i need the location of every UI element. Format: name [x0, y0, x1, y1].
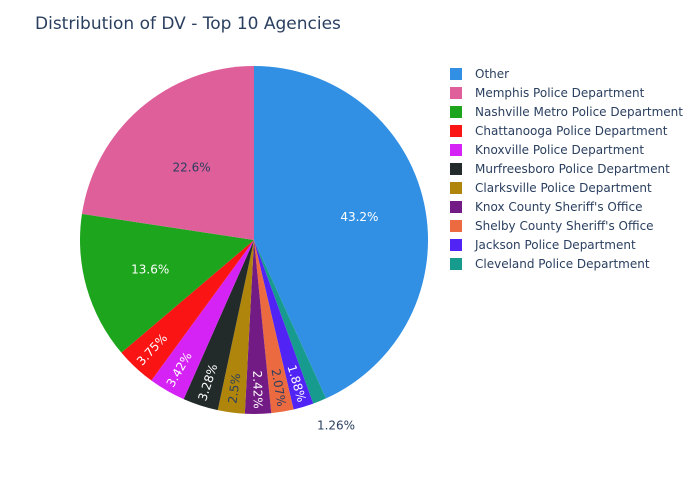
pie-slice-nashville-metro-police-department[interactable] [80, 213, 254, 353]
legend-swatch [450, 144, 462, 156]
pie-slice-clarksville-police-department[interactable] [217, 240, 254, 414]
legend-swatch [450, 201, 462, 213]
legend-label: Murfreesboro Police Department [475, 162, 670, 176]
legend-item-cleveland-police-department[interactable]: Cleveland Police Department [450, 257, 650, 271]
legend-item-memphis-police-department[interactable]: Memphis Police Department [450, 86, 645, 100]
legend-swatch [450, 106, 462, 118]
legend-item-knoxville-police-department[interactable]: Knoxville Police Department [450, 143, 644, 157]
legend-item-shelby-county-sheriff-s-office[interactable]: Shelby County Sheriff's Office [450, 219, 654, 233]
slice-label-other: 43.2% [340, 210, 378, 224]
legend-label: Nashville Metro Police Department [475, 105, 683, 119]
legend-item-clarksville-police-department[interactable]: Clarksville Police Department [450, 181, 652, 195]
pie-slice-other[interactable] [254, 66, 429, 399]
legend-swatch [450, 125, 462, 137]
legend-label: Cleveland Police Department [475, 257, 650, 271]
legend-label: Clarksville Police Department [475, 181, 652, 195]
legend: Other Memphis Police Department Nashville … [450, 67, 683, 271]
slice-label-shelby-county-sheriff-s-office: 2.07% [268, 368, 288, 408]
legend-swatch [450, 68, 462, 80]
pie-slice-cleveland-police-department[interactable] [254, 240, 327, 404]
slice-label-clarksville-police-department: 2.5% [225, 372, 243, 404]
pie-slice-murfreesboro-police-department[interactable] [183, 240, 254, 411]
pie-slice-shelby-county-sheriff-s-office[interactable] [254, 240, 294, 414]
legend-item-other[interactable]: Other [450, 67, 509, 81]
slice-label-cleveland-police-department: 1.26% [317, 419, 355, 433]
pie-slice-jackson-police-department[interactable] [254, 240, 314, 410]
legend-item-knox-county-sheriff-s-office[interactable]: Knox County Sheriff's Office [450, 200, 642, 214]
legend-swatch [450, 163, 462, 175]
legend-item-jackson-police-department[interactable]: Jackson Police Department [450, 238, 636, 252]
legend-swatch [450, 87, 462, 99]
legend-label: Jackson Police Department [474, 238, 636, 252]
pie-slice-knoxville-police-department[interactable] [151, 240, 254, 400]
legend-swatch [450, 220, 462, 232]
legend-swatch [450, 258, 462, 270]
legend-label: Knox County Sheriff's Office [475, 200, 642, 214]
legend-item-chattanooga-police-department[interactable]: Chattanooga Police Department [450, 124, 668, 138]
legend-swatch [450, 239, 462, 251]
legend-label: Other [475, 67, 509, 81]
legend-label: Shelby County Sheriff's Office [475, 219, 654, 233]
legend-label: Chattanooga Police Department [475, 124, 668, 138]
legend-swatch [450, 182, 462, 194]
chart-title: Distribution of DV - Top 10 Agencies [35, 14, 341, 34]
legend-item-nashville-metro-police-department[interactable]: Nashville Metro Police Department [450, 105, 683, 119]
legend-label: Memphis Police Department [475, 86, 645, 100]
slice-label-memphis-police-department: 22.6% [173, 160, 211, 174]
slice-label-nashville-metro-police-department: 13.6% [131, 263, 169, 277]
pie-slice-chattanooga-police-department[interactable] [121, 240, 254, 381]
legend-item-murfreesboro-police-department[interactable]: Murfreesboro Police Department [450, 162, 670, 176]
slice-label-knox-county-sheriff-s-office: 2.42% [250, 370, 265, 408]
pie-slices [80, 66, 429, 415]
pie-slice-knox-county-sheriff-s-office[interactable] [244, 240, 272, 415]
legend-label: Knoxville Police Department [475, 143, 644, 157]
pie-slice-memphis-police-department[interactable] [81, 66, 254, 240]
